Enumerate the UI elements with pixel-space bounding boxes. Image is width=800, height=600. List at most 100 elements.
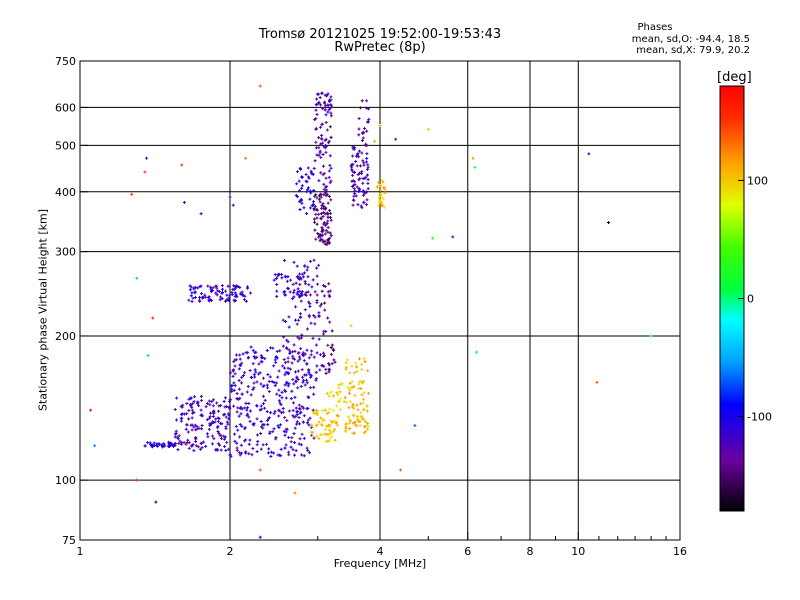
data-point [323,190,327,194]
data-point [307,186,311,190]
data-point [288,290,292,294]
data-point [314,126,318,130]
data-point [148,441,152,445]
data-point [219,421,223,425]
data-point [366,187,370,191]
data-point [236,285,240,289]
data-point [232,388,236,392]
data-point [329,431,333,435]
data-point [243,439,247,443]
data-point [355,153,359,157]
data-point [375,184,379,188]
data-point [259,354,263,358]
data-point [329,218,333,222]
data-point [252,423,256,427]
data-point [355,403,359,407]
data-point [291,282,295,286]
data-point [297,351,301,355]
data-point [295,375,299,379]
data-point [324,150,328,154]
data-point [308,206,312,210]
data-point [282,258,286,262]
data-point [266,386,270,390]
data-point [287,450,291,454]
data-point [182,440,186,444]
data-point [314,378,318,382]
data-point [315,274,319,278]
data-point [235,448,239,452]
data-point [317,314,321,318]
data-point [360,139,364,143]
data-point [240,381,244,385]
data-point [222,413,226,417]
outlier-point [151,316,155,320]
data-point [327,139,331,143]
data-point [286,275,290,279]
data-point [326,238,330,242]
data-point [299,315,303,319]
data-point [309,375,313,379]
data-point [307,300,311,304]
data-point [317,212,321,216]
data-point [315,351,319,355]
data-point [357,117,361,121]
data-point [326,201,330,205]
data-point [267,390,271,394]
data-point [200,296,204,300]
outlier-point [135,478,139,482]
data-point [168,441,172,445]
data-point [322,329,326,333]
data-point [290,436,294,440]
data-point [194,444,198,448]
data-point [378,199,382,203]
data-point [361,136,365,140]
data-point [329,95,333,99]
data-point [285,279,289,283]
data-point [320,227,324,231]
data-point [327,240,331,244]
data-point [278,394,282,398]
data-point [328,407,332,411]
data-point [357,133,361,137]
data-point [313,228,317,232]
data-point [234,353,238,357]
data-point [255,443,259,447]
data-point [230,387,234,391]
data-point [328,439,332,443]
data-point [283,446,287,450]
data-point [314,140,318,144]
data-point [366,369,370,373]
data-point [248,291,252,295]
data-point [291,378,295,382]
data-point [250,453,254,457]
phase-stats-x: mean, sd,X: 79.9, 20.2 [636,45,750,56]
data-point [357,127,361,131]
data-point [334,421,338,425]
data-point [300,432,304,436]
data-point [304,179,308,183]
data-point [214,284,218,288]
data-point [234,358,238,362]
data-point [276,272,280,276]
data-point [240,424,244,428]
data-point [328,154,332,158]
data-point [323,101,327,105]
outlier-point [595,380,599,384]
data-point [308,416,312,420]
data-point [333,419,337,423]
data-point [351,405,355,409]
data-point [320,204,324,208]
data-point [290,361,294,365]
data-point [313,322,317,326]
data-point [211,286,215,290]
data-point [219,448,223,452]
data-point [309,430,313,434]
data-point [233,372,237,376]
data-point [360,206,364,210]
data-point [301,380,305,384]
data-point [328,295,332,299]
data-point [227,296,231,300]
data-point [273,409,277,413]
data-point [305,188,309,192]
data-point [193,423,197,427]
